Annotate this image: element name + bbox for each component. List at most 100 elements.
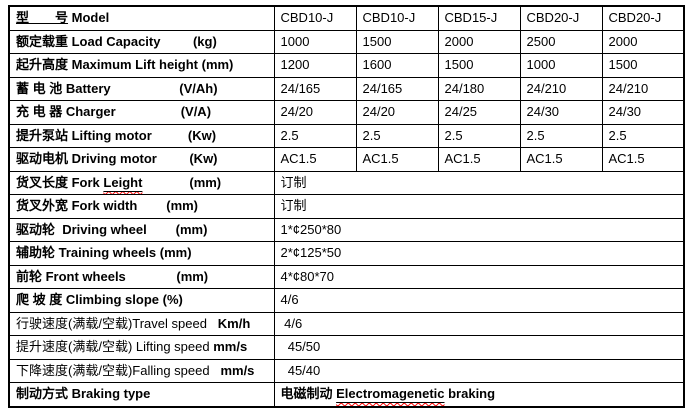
label-segment: (Kw) [156, 151, 218, 167]
cell-charger-col4: 24/30 [519, 100, 603, 125]
cell-model-col4: CBD20-J [519, 5, 603, 31]
cell-battery-col1: 24/165 [273, 76, 357, 101]
row-label-fork-length: 货叉长度 Fork Leight (mm) [8, 170, 275, 195]
row-label-load-capacity: 额定载重 Load Capacity (kg) [8, 29, 275, 54]
table-row-braking-type: 制动方式 Braking type 电磁制动 Electromagenetic b… [8, 382, 685, 407]
label-segment [207, 316, 218, 331]
cell-battery-col3: 24/180 [437, 76, 521, 101]
label-segment: 制动方式 Braking type [16, 386, 151, 402]
label-segment: 4/6 [280, 292, 299, 308]
cell-lifting-motor-col2: 2.5 [355, 123, 439, 148]
label-segment: Km/h [217, 315, 251, 331]
row-label-braking-type: 制动方式 Braking type [8, 382, 275, 407]
row-label-driving-wheel: 驱动轮 Driving wheel (mm) [8, 217, 275, 242]
label-segment [210, 363, 221, 378]
label-segment: 下降速度(满载/空载)Falling speed [16, 362, 210, 378]
cell-charger-col5: 24/30 [601, 100, 685, 125]
label-segment: 前轮 Front wheels [16, 268, 126, 284]
table-row-travel-speed: 行驶速度(满载/空载)Travel speed Km/h 4/6 [8, 311, 685, 336]
spellcheck-squiggle: Electromagenetic [336, 386, 444, 401]
cell-driving-motor-col1: AC1.5 [273, 147, 357, 172]
cell-falling-speed-value: 45/40 [273, 358, 685, 383]
label-segment: 订制 [280, 174, 307, 190]
table-row-lifting-motor: 提升泵站 Lifting motor (Kw) 2.5 2.5 2.5 2.5 2.5 [8, 123, 685, 148]
label-segment: (Kw) [151, 127, 217, 143]
label-segment: 45/50 [280, 339, 321, 355]
label-segment: 行驶速度(满载/空载)Travel speed [16, 315, 207, 331]
cell-load-capacity-col2: 1500 [355, 29, 439, 54]
cell-model-col1: CBD10-J [273, 5, 357, 31]
cell-fork-width-value: 订制 [273, 194, 685, 219]
spec-table-body: 型 号 Model CBD10-J CBD10-J CBD15-J CBD20-J CBD… [8, 5, 685, 407]
label-segment: 2*¢125*50 [280, 245, 342, 261]
row-label-battery: 蓄 电 池 Battery (V/Ah) [8, 76, 275, 101]
label-segment: 辅助轮 Training wheels (mm) [16, 245, 192, 261]
label-segment: (mm) [146, 221, 208, 237]
table-row-climbing-slope: 爬 坡 度 Climbing slope (%) 4/6 [8, 288, 685, 313]
row-label-travel-speed: 行驶速度(满载/空载)Travel speed Km/h [8, 311, 275, 336]
row-label-climbing-slope: 爬 坡 度 Climbing slope (%) [8, 288, 275, 313]
label-segment: mm/s [213, 339, 248, 355]
cell-model-col3: CBD15-J [437, 5, 521, 31]
label-segment: 爬 坡 度 Climbing slope (%) [16, 292, 183, 308]
label-segment: 驱动电机 Driving motor [16, 151, 157, 167]
label-segment: 1*¢250*80 [280, 221, 342, 237]
table-row-training-wheels: 辅助轮 Training wheels (mm) 2*¢125*50 [8, 241, 685, 266]
cell-lift-height-col3: 1500 [437, 53, 521, 78]
row-label-fork-width: 货叉外宽 Fork width (mm) [8, 194, 275, 219]
cell-model-col2: CBD10-J [355, 5, 439, 31]
cell-battery-col4: 24/210 [519, 76, 603, 101]
label-segment: (kg) [160, 33, 217, 49]
label-segment: 电磁制动 [280, 386, 337, 402]
label-segment: 订制 [280, 198, 307, 214]
label-segment: (V/A) [115, 104, 212, 120]
table-row-driving-wheel: 驱动轮 Driving wheel (mm) 1*¢250*80 [8, 217, 685, 242]
cell-lifting-motor-col5: 2.5 [601, 123, 685, 148]
label-segment: (mm) [137, 198, 199, 214]
row-label-lift-height: 起升高度 Maximum Lift height (mm) [8, 53, 275, 78]
cell-load-capacity-col5: 2000 [601, 29, 685, 54]
table-row-charger: 充 电 器 Charger (V/A) 24/20 24/20 24/25 24/30 2… [8, 100, 685, 125]
cell-training-wheels-value: 2*¢125*50 [273, 241, 685, 266]
table-row-fork-width: 货叉外宽 Fork width (mm) 订制 [8, 194, 685, 219]
cell-driving-motor-col2: AC1.5 [355, 147, 439, 172]
row-label-charger: 充 电 器 Charger (V/A) [8, 100, 275, 125]
table-row-falling-speed: 下降速度(满载/空载)Falling speed mm/s 45/40 [8, 358, 685, 383]
cell-lift-height-col2: 1600 [355, 53, 439, 78]
table-row-front-wheels: 前轮 Front wheels (mm) 4*¢80*70 [8, 264, 685, 289]
cell-load-capacity-col1: 1000 [273, 29, 357, 54]
cell-lifting-motor-col1: 2.5 [273, 123, 357, 148]
label-segment: (V/Ah) [110, 80, 218, 96]
label-segment: 蓄 电 池 Battery [16, 80, 111, 96]
cell-charger-col3: 24/25 [437, 100, 521, 125]
cell-driving-wheel-value: 1*¢250*80 [273, 217, 685, 242]
label-segment: braking [444, 386, 496, 402]
label-segment: 4/6 [280, 315, 303, 331]
spec-table: 型 号 Model CBD10-J CBD10-J CBD15-J CBD20-J CBD… [8, 5, 685, 408]
cell-battery-col2: 24/165 [355, 76, 439, 101]
label-segment: 货叉外宽 Fork width [16, 198, 138, 214]
table-row-lifting-speed: 提升速度(满载/空载) Lifting speed mm/s 45/50 [8, 335, 685, 360]
row-label-model: 型 号 Model [8, 5, 275, 31]
cell-lifting-motor-col4: 2.5 [519, 123, 603, 148]
row-label-training-wheels: 辅助轮 Training wheels (mm) [8, 241, 275, 266]
spellcheck-squiggle: Leight [103, 175, 142, 190]
cell-front-wheels-value: 4*¢80*70 [273, 264, 685, 289]
label-segment: mm/s [220, 362, 255, 378]
cell-travel-speed-value: 4/6 [273, 311, 685, 336]
label-segment: 45/40 [280, 362, 321, 378]
cell-braking-type-value: 电磁制动 Electromagenetic braking [273, 382, 685, 407]
cell-load-capacity-col4: 2500 [519, 29, 603, 54]
cell-fork-length-value: 订制 [273, 170, 685, 195]
row-label-lifting-speed: 提升速度(满载/空载) Lifting speed mm/s [8, 335, 275, 360]
cell-driving-motor-col5: AC1.5 [601, 147, 685, 172]
label-segment: 提升泵站 Lifting motor [16, 127, 152, 143]
label-segment: 起升高度 Maximum Lift height (mm) [16, 57, 234, 73]
row-label-falling-speed: 下降速度(满载/空载)Falling speed mm/s [8, 358, 275, 383]
cell-driving-motor-col4: AC1.5 [519, 147, 603, 172]
cell-charger-col2: 24/20 [355, 100, 439, 125]
row-label-lifting-motor: 提升泵站 Lifting motor (Kw) [8, 123, 275, 148]
table-row-model: 型 号 Model CBD10-J CBD10-J CBD15-J CBD20-J CBD… [8, 5, 685, 31]
cell-driving-motor-col3: AC1.5 [437, 147, 521, 172]
cell-lift-height-col5: 1500 [601, 53, 685, 78]
